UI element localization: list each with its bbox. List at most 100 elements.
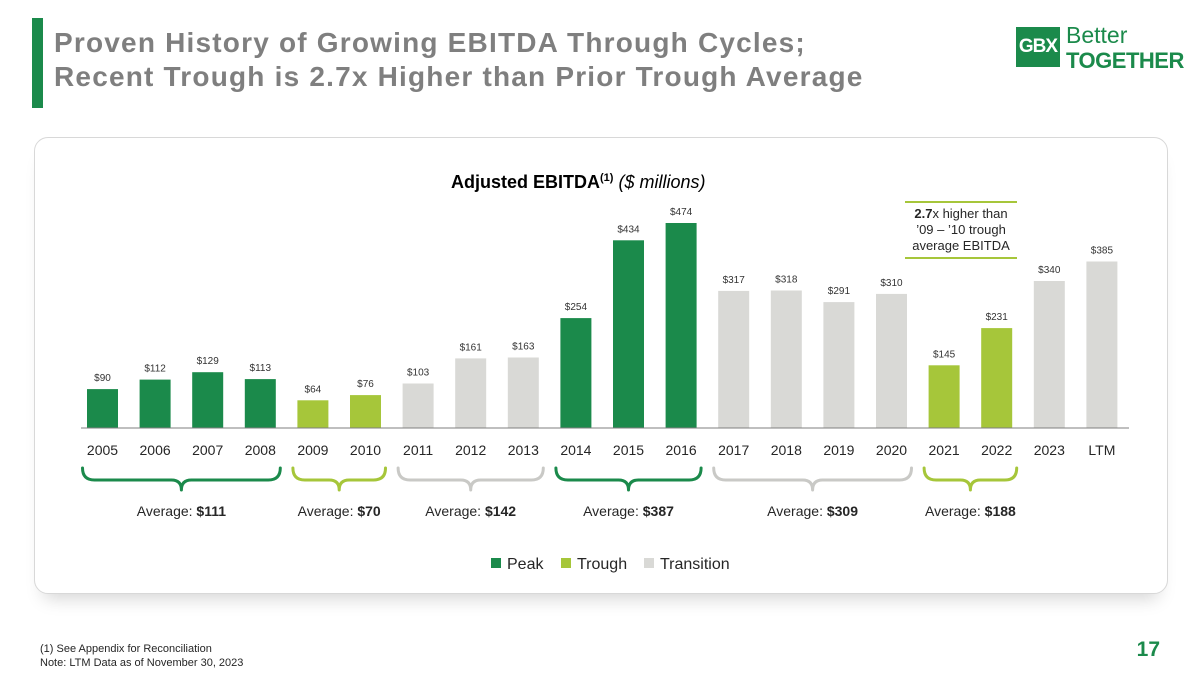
bar-2016 — [665, 223, 697, 428]
value-label-2008: $113 — [250, 363, 272, 374]
category-label-2017: 2017 — [718, 442, 749, 458]
average-prefix-6: Average: — [925, 503, 985, 519]
gbx-logo-better: Better — [1066, 22, 1128, 48]
gbx-logo: GBX Better TOGETHER — [1016, 22, 1184, 73]
category-label-2022: 2022 — [981, 442, 1012, 458]
chart-title-main: Adjusted EBITDA — [451, 172, 600, 192]
ebitda-bar-chart: Adjusted EBITDA(1) ($ millions) $90$112$… — [81, 172, 1129, 573]
legend-label-trough: Trough — [577, 556, 627, 573]
category-label-2007: 2007 — [192, 442, 223, 458]
bars-group — [87, 223, 1118, 428]
category-label-2016: 2016 — [666, 442, 697, 458]
value-label-2010: $76 — [357, 379, 374, 390]
gbx-logo-mark: GBX — [1016, 27, 1060, 67]
value-label-2012: $161 — [460, 342, 483, 353]
value-label-2017: $317 — [723, 275, 746, 286]
callout-line-1-rest: x higher than — [932, 206, 1007, 221]
footnote-1: (1) See Appendix for Reconciliation — [40, 643, 212, 655]
average-prefix-3: Average: — [425, 503, 485, 519]
category-label-2018: 2018 — [771, 442, 802, 458]
value-label-2022: $231 — [986, 312, 1009, 323]
bar-2008 — [244, 379, 276, 428]
average-value-2: $70 — [357, 503, 381, 519]
value-label-ltm: $385 — [1091, 246, 1114, 257]
chart-legend: Peak Trough Transition — [491, 556, 730, 573]
category-label-2014: 2014 — [560, 442, 591, 458]
page-title-line-2: Recent Trough is 2.7x Higher than Prior … — [54, 61, 864, 92]
category-label-2011: 2011 — [403, 442, 433, 458]
gbx-logo-together: TOGETHER — [1066, 48, 1184, 73]
bar-2006 — [139, 379, 171, 428]
average-value-6: $188 — [985, 503, 1016, 519]
value-label-2018: $318 — [775, 275, 798, 286]
category-label-2021: 2021 — [929, 442, 960, 458]
bar-2017 — [718, 290, 750, 428]
average-braces-group — [81, 466, 1019, 492]
value-label-2019: $291 — [828, 286, 851, 297]
average-label-1: Average: $111 — [137, 503, 226, 519]
average-label-6: Average: $188 — [925, 503, 1016, 519]
bar-2012 — [455, 358, 487, 428]
value-label-2006: $112 — [144, 364, 166, 375]
category-label-2012: 2012 — [455, 442, 486, 458]
page-title-line-1: Proven History of Growing EBITDA Through… — [54, 27, 806, 58]
legend-label-transition: Transition — [660, 556, 730, 573]
chart-title: Adjusted EBITDA(1) ($ millions) — [451, 172, 706, 192]
average-label-3: Average: $142 — [425, 503, 516, 519]
chart-title-units-text: ($ millions) — [618, 172, 705, 192]
bar-2015 — [613, 240, 644, 428]
category-label-2023: 2023 — [1034, 442, 1065, 458]
category-label-2015: 2015 — [613, 442, 644, 458]
bar-2018 — [770, 290, 802, 428]
value-label-2016: $474 — [670, 207, 693, 218]
value-label-2021: $145 — [933, 349, 956, 360]
value-label-2011: $103 — [407, 368, 430, 379]
average-prefix-2: Average: — [298, 503, 358, 519]
page-number: 17 — [1136, 638, 1160, 661]
value-labels-group: $90 $112 $129 $113 $64 $76 $103 $161 $163 $254 $43… — [94, 207, 1113, 395]
category-label-ltm: LTM — [1088, 442, 1115, 458]
bar-2023 — [1033, 281, 1065, 428]
value-label-2020: $310 — [880, 278, 903, 289]
average-label-5: Average: $309 — [767, 503, 858, 519]
category-label-2008: 2008 — [245, 442, 276, 458]
category-label-2013: 2013 — [508, 442, 539, 458]
average-prefix-5: Average: — [767, 503, 827, 519]
average-label-2: Average: $70 — [298, 503, 381, 519]
callout-line-2: ’09 – ’10 trough — [916, 222, 1006, 237]
callout-line-1: 2.7x higher than — [914, 206, 1007, 221]
legend-swatch-transition — [644, 558, 654, 568]
bar-2009 — [297, 400, 329, 428]
bar-2011 — [402, 383, 434, 428]
bar-2022 — [981, 328, 1013, 428]
chart-panel: Adjusted EBITDA(1) ($ millions) $90 $112 $… — [34, 137, 1168, 594]
average-brace-2 — [291, 466, 387, 492]
value-label-2013: $163 — [512, 342, 535, 353]
average-labels-group: Average: $111 Average: $70 Average: $142 Av… — [137, 503, 1016, 519]
value-label-2014: $254 — [565, 302, 588, 313]
callout-box: 2.7x higher than ’09 – ’10 trough averag… — [905, 201, 1017, 259]
category-label-2019: 2019 — [823, 442, 854, 458]
value-label-2023: $340 — [1038, 265, 1061, 276]
title-accent-bar — [32, 18, 43, 108]
average-brace-4 — [554, 466, 703, 492]
bar-2019 — [823, 302, 855, 428]
bar-ltm — [1086, 261, 1118, 428]
bar-2021 — [928, 365, 960, 428]
chart-title-superscript: (1) — [600, 172, 614, 184]
average-prefix-4: Average: — [583, 503, 643, 519]
callout-line-3: average EBITDA — [912, 238, 1010, 253]
callout-multiple: 2.7 — [914, 206, 932, 221]
value-label-2009: $64 — [305, 384, 322, 395]
footnotes: (1) See Appendix for Reconciliation Note… — [40, 642, 243, 670]
legend-swatch-peak — [491, 558, 501, 568]
value-label-2015: $434 — [617, 224, 640, 235]
average-brace-3 — [396, 466, 545, 492]
average-label-4: Average: $387 — [583, 503, 674, 519]
average-brace-6 — [922, 466, 1019, 492]
value-label-2007: $129 — [197, 356, 220, 367]
average-prefix-1: Average: — [137, 503, 197, 519]
bar-2007 — [192, 372, 224, 428]
category-label-2005: 2005 — [87, 442, 118, 458]
value-label-2005: $90 — [94, 373, 111, 384]
